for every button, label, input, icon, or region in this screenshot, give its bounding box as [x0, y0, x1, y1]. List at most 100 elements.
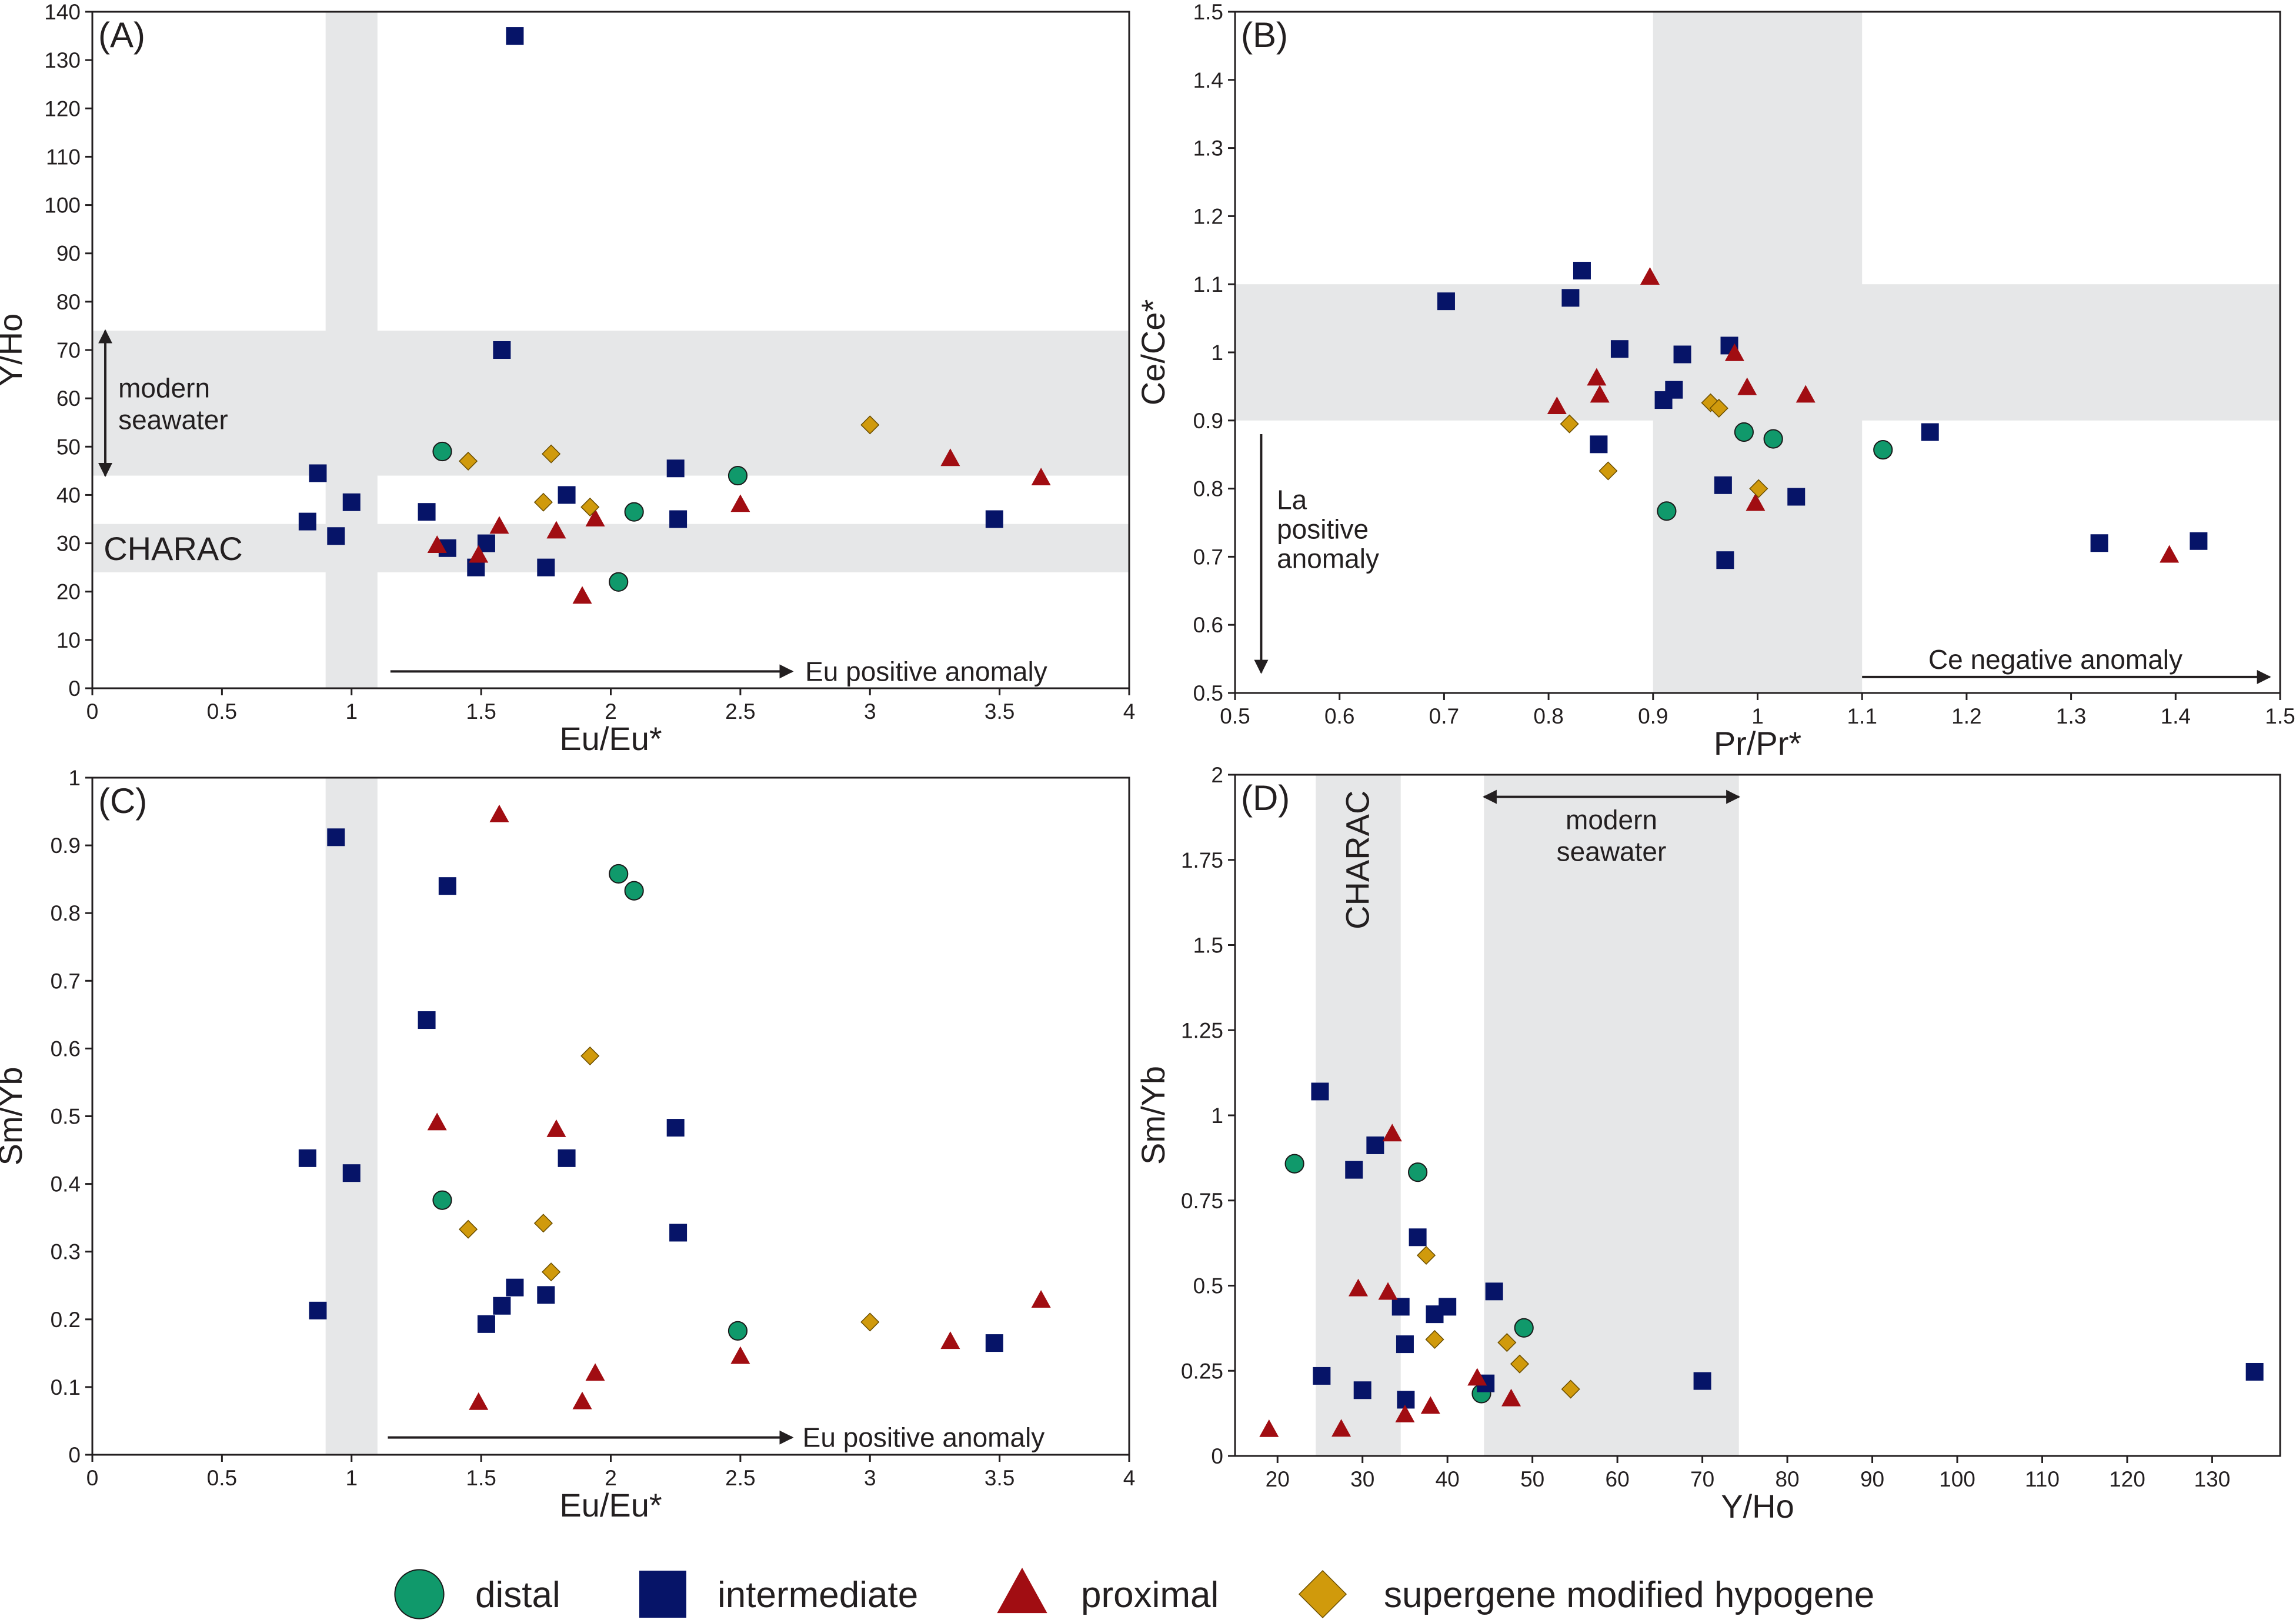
data-point-proximal [1467, 1368, 1487, 1386]
data-point-proximal [1259, 1419, 1279, 1437]
y-tick-label: 140 [44, 0, 81, 24]
x-tick-label: 60 [1606, 1467, 1630, 1491]
data-point-intermediate [1561, 289, 1580, 307]
data-point-proximal [489, 804, 509, 822]
panel-b: 0.5 0.6 0.7 0.8 0.9 1 1.1 1.2 1.3 1.4 1.5 0.5 0.6 0.7… [1134, 0, 2295, 762]
y-tick-label: 110 [46, 145, 81, 169]
data-point-distal [624, 502, 644, 522]
data-point-intermediate [2245, 1362, 2264, 1381]
data-point-proximal [427, 535, 447, 554]
annotation-text: La positive anomaly [1277, 484, 1379, 574]
data-point-supergene-modified-hypogene [459, 1219, 478, 1239]
x-axis-title: Pr/Pr* [1714, 725, 1801, 762]
y-axis-title: Y/Ho [0, 314, 29, 387]
data-point-supergene-modified-hypogene [580, 1047, 600, 1066]
y-tick-label: 1.3 [1193, 136, 1223, 161]
panel-d: 20 30 40 50 60 70 80 90 100 110 120 130 0 0.25 0.5 0.75… [1134, 763, 2281, 1525]
y-tick-label: 70 [56, 338, 81, 362]
data-point-distal [432, 1190, 452, 1210]
data-point-intermediate [669, 1224, 688, 1242]
data-point-distal [1408, 1162, 1428, 1182]
data-point-intermediate [2190, 532, 2208, 550]
x-tick-label: 3 [864, 1466, 876, 1490]
y-tick-label: 1 [1211, 1104, 1223, 1128]
data-point-proximal [1737, 377, 1757, 395]
x-tick-label: 0.5 [207, 1466, 237, 1490]
data-point-intermediate [558, 486, 576, 504]
data-point-intermediate [1391, 1298, 1410, 1316]
data-point-distal [609, 864, 629, 884]
data-point-proximal [1501, 1388, 1521, 1407]
data-point-intermediate [506, 27, 524, 45]
data-point-proximal [1420, 1396, 1440, 1414]
data-point-proximal [730, 1346, 750, 1364]
data-point-proximal [585, 508, 605, 526]
reference-band [92, 524, 1129, 572]
data-point-proximal [572, 586, 592, 604]
x-tick-label: 1.1 [1847, 704, 1877, 728]
data-point-intermediate [1921, 423, 1939, 441]
x-tick-label: 1 [345, 699, 358, 724]
annotation-text: CHARAC [104, 530, 242, 567]
data-point-intermediate [309, 464, 327, 482]
data-point-proximal [940, 1331, 960, 1349]
y-tick-label: 0.3 [51, 1240, 81, 1264]
data-point-intermediate [537, 1286, 555, 1304]
y-tick-label: 0.8 [1193, 477, 1223, 501]
data-point-intermediate [418, 1011, 436, 1029]
data-point-intermediate [1693, 1372, 1711, 1390]
data-point-proximal [1640, 267, 1660, 285]
y-tick-label: 30 [56, 532, 81, 556]
data-point-intermediate [558, 1149, 576, 1167]
data-point-proximal [1348, 1278, 1369, 1297]
x-tick-label: 3.5 [985, 699, 1014, 724]
data-point-proximal [489, 516, 509, 534]
data-point-intermediate [418, 503, 436, 521]
data-point-proximal [427, 1112, 447, 1131]
data-point-intermediate [1409, 1228, 1427, 1247]
data-point-proximal [1796, 385, 1816, 403]
legend-label: distal [475, 1575, 560, 1615]
annotation-text-line: La [1277, 484, 1307, 515]
y-tick-label: 0.1 [51, 1375, 81, 1399]
x-tick-label: 1.3 [2056, 704, 2086, 728]
data-point-supergene-modified-hypogene [1560, 414, 1579, 434]
y-tick-label: 40 [56, 483, 81, 507]
data-point-supergene-modified-hypogene [533, 1214, 553, 1233]
data-point-intermediate [537, 558, 555, 576]
data-point-distal [727, 1321, 748, 1341]
x-axis-title: Eu/Eu* [559, 720, 662, 757]
y-tick-label: 80 [56, 290, 81, 314]
data-point-intermediate [298, 1149, 316, 1167]
annotation-text-line: seawater [118, 404, 228, 435]
x-tick-label: 2 [605, 699, 617, 724]
legend-marker-intermediate [639, 1571, 686, 1618]
y-tick-label: 0.4 [51, 1172, 81, 1197]
y-tick-label: 0.2 [51, 1308, 81, 1332]
data-point-distal [609, 572, 629, 592]
y-tick-label: 0.5 [1193, 681, 1223, 705]
annotation-text: modern seawater [1557, 805, 1667, 867]
data-point-intermediate [1787, 488, 1806, 506]
data-point-distal [1763, 429, 1783, 449]
y-tick-label: 1 [1211, 341, 1223, 365]
data-point-proximal [1378, 1282, 1398, 1300]
x-tick-label: 4 [1123, 699, 1136, 724]
data-point-supergene-modified-hypogene [1561, 1379, 1580, 1399]
data-point-distal [624, 881, 644, 901]
reference-band [92, 331, 1129, 476]
data-point-supergene-modified-hypogene [860, 415, 880, 435]
annotation-text-line: seawater [1557, 837, 1667, 867]
data-point-supergene-modified-hypogene [533, 492, 553, 512]
x-tick-label: 3.5 [985, 1466, 1014, 1490]
y-tick-label: 0.5 [1193, 1274, 1223, 1298]
data-point-intermediate [1397, 1391, 1415, 1409]
x-tick-label: 1 [1751, 704, 1764, 728]
y-tick-label: 0.25 [1181, 1359, 1223, 1383]
reference-band [1316, 775, 1401, 1456]
annotation-text: Eu positive anomaly [805, 656, 1047, 686]
reference-band [1235, 284, 2280, 421]
data-point-supergene-modified-hypogene [1417, 1245, 1436, 1265]
y-tick-label: 2 [1211, 763, 1223, 787]
panel-label: (C) [98, 781, 147, 821]
